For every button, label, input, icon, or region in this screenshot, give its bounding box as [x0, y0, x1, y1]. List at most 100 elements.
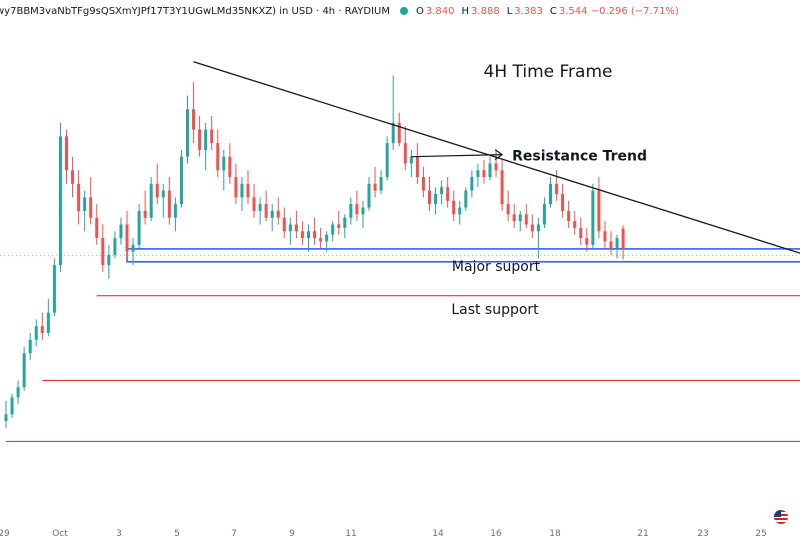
us-flag-icon[interactable] — [774, 510, 788, 524]
x-tick-label: 3 — [116, 529, 122, 539]
x-tick-label: 14 — [432, 529, 444, 539]
candle-body — [615, 238, 619, 249]
resistance-trend-label: Resistance Trend — [512, 149, 647, 165]
candle-body — [549, 183, 552, 205]
candle-body — [518, 214, 522, 222]
candle-body — [482, 170, 486, 178]
candle-body — [349, 204, 353, 218]
candle-body — [28, 339, 32, 354]
candle-body — [397, 122, 401, 144]
low-label: L — [506, 5, 513, 17]
candle-body — [385, 143, 389, 178]
high-label: H — [461, 5, 470, 17]
candle-body — [179, 156, 183, 205]
candle-body — [591, 190, 595, 245]
candle-body — [222, 156, 226, 171]
candle-body — [446, 187, 450, 201]
candle-body — [204, 129, 208, 150]
candle-body — [198, 129, 202, 150]
candle-body — [609, 241, 613, 249]
candle-body — [512, 214, 516, 222]
candle-body — [270, 210, 274, 218]
candle-body — [415, 156, 419, 178]
x-tick-label: 16 — [490, 529, 502, 539]
candle-body — [367, 183, 371, 208]
candle-body — [228, 156, 232, 178]
chart-header: wy7BBM3vaNbTFg9sQSXmYJPf17T3Y1UGwLMd35NK… — [0, 0, 800, 22]
low-value: 3.383 — [514, 5, 543, 17]
candle-body — [319, 238, 323, 242]
candle-body — [530, 224, 534, 232]
x-tick-label: 25 — [755, 529, 766, 539]
candle-body — [579, 227, 583, 239]
candle-body — [331, 224, 335, 235]
candle-body — [288, 224, 292, 232]
major-support-label: Major suport — [452, 259, 541, 275]
candle-body — [155, 183, 159, 198]
candle-body — [210, 129, 214, 144]
x-tick-label: 23 — [697, 529, 708, 539]
candle-body — [555, 183, 559, 194]
candle-body — [361, 207, 365, 215]
candle-body — [46, 312, 50, 333]
candle-body — [458, 207, 462, 215]
x-tick-label: 11 — [345, 529, 356, 539]
candle-body — [40, 326, 44, 333]
high-value: 3.888 — [471, 5, 500, 17]
candle-body — [276, 210, 280, 218]
candle-body — [428, 190, 431, 205]
candle-body — [173, 204, 177, 218]
candle-body — [488, 163, 492, 178]
candle-body — [470, 177, 474, 191]
candle-body — [464, 190, 468, 208]
open-value: 3.840 — [425, 5, 455, 17]
x-tick-label: Oct — [52, 529, 68, 539]
candle-body — [167, 190, 171, 218]
resistance-arrow-line — [411, 154, 503, 158]
x-tick-label: 9 — [289, 529, 295, 539]
x-tick-label: 18 — [549, 529, 561, 539]
candle-body — [343, 217, 347, 228]
candle-body — [403, 143, 407, 164]
candle-body — [186, 109, 189, 157]
open-label: O — [416, 5, 424, 17]
candle-body — [476, 170, 480, 178]
symbol-info: wy7BBM3vaNbTFg9sQSXmYJPf17T3Y1UGwLMd35NK… — [0, 5, 390, 17]
candle-body — [379, 177, 383, 191]
candle-body — [22, 353, 26, 388]
candle-body — [294, 224, 298, 232]
candle-body — [137, 210, 141, 245]
candle-body — [16, 387, 20, 398]
market-status-dot-icon — [400, 7, 408, 15]
candle-body — [89, 197, 93, 218]
last-support-label: Last support — [451, 302, 539, 318]
candle-body — [561, 193, 565, 211]
candle-body — [536, 224, 540, 232]
candle-body — [149, 183, 153, 218]
candle-body — [34, 326, 38, 340]
candle-body — [258, 204, 262, 211]
x-tick-label: 5 — [174, 529, 180, 539]
candle-body — [234, 177, 238, 198]
candle-body — [119, 224, 123, 239]
candle-body — [125, 224, 129, 252]
close-label: C — [549, 5, 557, 17]
candle-body — [246, 183, 250, 198]
candle-body — [409, 156, 413, 164]
candle-body — [95, 217, 99, 239]
x-tick-label: 21 — [637, 529, 648, 539]
x-tick-label: 29 — [0, 529, 10, 539]
resistance-arrow-head-icon — [494, 149, 504, 161]
candle-body — [421, 177, 425, 191]
candle-body — [494, 163, 498, 171]
x-tick-label: 7 — [231, 529, 237, 539]
candle-body — [506, 204, 510, 215]
candle-body — [264, 204, 268, 218]
candle-body — [10, 397, 14, 415]
close-value: 3.544 −0.296 (−7.71%) — [558, 5, 679, 17]
candle-body — [355, 204, 359, 215]
chart-title: 4H Time Frame — [484, 62, 613, 82]
candle-body — [77, 183, 81, 211]
candle-body — [52, 265, 56, 313]
